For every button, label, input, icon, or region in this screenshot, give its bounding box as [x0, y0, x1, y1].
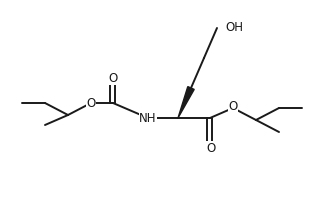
Text: O: O [206, 142, 216, 154]
Text: O: O [228, 100, 238, 112]
Polygon shape [178, 87, 194, 118]
Text: OH: OH [225, 21, 243, 33]
Text: O: O [86, 96, 96, 109]
Text: NH: NH [139, 111, 157, 125]
Text: O: O [108, 71, 118, 85]
